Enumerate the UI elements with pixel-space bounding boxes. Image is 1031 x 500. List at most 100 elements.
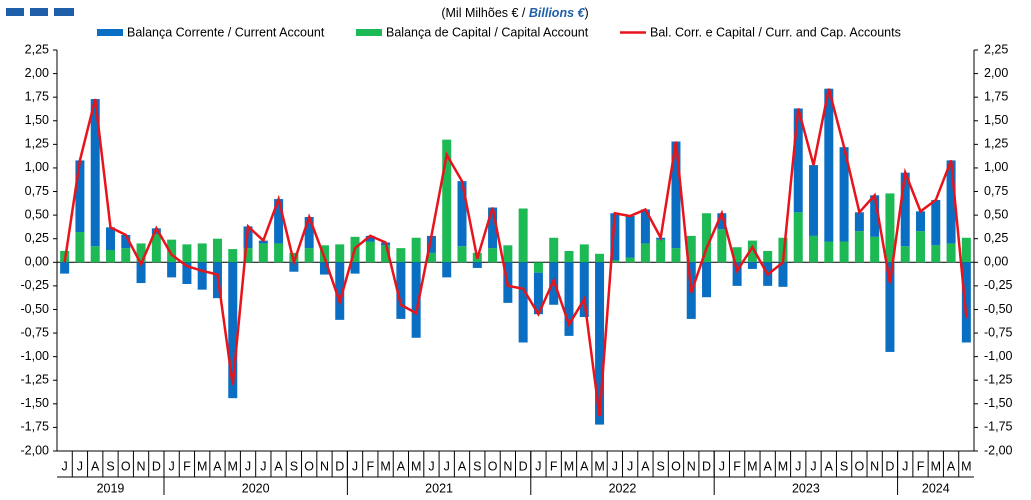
x-tick-label: D (885, 459, 894, 473)
x-tick-label: J (62, 459, 68, 473)
x-tick-label: M (228, 459, 238, 473)
x-tick-label: M (564, 459, 574, 473)
x-tick-label: A (825, 459, 834, 473)
x-tick-label: J (795, 459, 801, 473)
legend-swatch (356, 29, 382, 36)
x-tick-label: A (947, 459, 956, 473)
bar (472, 262, 482, 268)
y-tick-label: -1,50 (21, 396, 50, 410)
x-tick-label: J (535, 459, 541, 473)
bar (75, 160, 85, 233)
x-tick-label: F (366, 459, 374, 473)
x-tick-label: M (961, 459, 971, 473)
x-tick-label: A (213, 459, 222, 473)
y2-tick-label: -0,25 (984, 278, 1013, 292)
bar (732, 262, 742, 286)
x-tick-label: J (260, 459, 266, 473)
bar (274, 199, 284, 244)
legend-label: Balança de Capital / Capital Account (386, 25, 589, 39)
bar (503, 245, 513, 263)
year-label: 2023 (792, 481, 820, 495)
y2-tick-label: 1,00 (984, 160, 1008, 174)
year-label: 2024 (922, 481, 950, 495)
x-tick-label: D (519, 459, 528, 473)
y-tick-label: -1,25 (21, 373, 50, 387)
bar (931, 200, 941, 246)
x-tick-label: F (550, 459, 558, 473)
x-tick-label: J (169, 459, 175, 473)
x-tick-label: A (91, 459, 100, 473)
bar (549, 237, 559, 263)
x-tick-label: J (77, 459, 83, 473)
bar (304, 248, 314, 263)
x-tick-label: M (594, 459, 604, 473)
y2-tick-label: 1,50 (984, 113, 1008, 127)
bar (228, 262, 238, 399)
y2-tick-label: 0,50 (984, 207, 1008, 221)
x-tick-label: M (747, 459, 757, 473)
subtitle: (Mil Milhões € / Billions €) (441, 6, 588, 20)
bar (228, 249, 238, 263)
bar (916, 211, 926, 232)
subtitle-part: Billions € (529, 6, 586, 20)
bar (151, 233, 161, 263)
legend-swatch (97, 29, 123, 36)
x-tick-label: A (764, 459, 773, 473)
x-tick-label: A (641, 459, 650, 473)
bar (167, 262, 177, 278)
bar (426, 252, 436, 263)
x-tick-label: S (657, 459, 665, 473)
bar (579, 244, 589, 263)
decoration (6, 8, 24, 16)
bar (885, 262, 895, 352)
bar (900, 172, 910, 247)
bar (900, 246, 910, 263)
decoration (30, 8, 48, 16)
y2-tick-label: -1,75 (984, 420, 1013, 434)
bar (854, 212, 864, 232)
bar (258, 243, 268, 263)
decoration (54, 8, 74, 16)
year-label: 2022 (609, 481, 637, 495)
y-tick-label: 0,25 (25, 231, 49, 245)
x-tick-label: M (197, 459, 207, 473)
x-tick-label: F (733, 459, 741, 473)
y-tick-label: -1,75 (21, 420, 50, 434)
y2-tick-label: 0,75 (984, 184, 1008, 198)
bar (488, 248, 498, 263)
bar (212, 238, 222, 263)
bar (656, 239, 666, 263)
bar (197, 262, 207, 290)
bar (717, 229, 727, 263)
x-tick-label: O (304, 459, 314, 473)
x-tick-label: A (274, 459, 283, 473)
bar (457, 181, 467, 247)
bar (136, 262, 146, 284)
x-tick-label: S (106, 459, 114, 473)
x-tick-label: M (411, 459, 421, 473)
bar (809, 235, 819, 263)
x-tick-label: S (840, 459, 848, 473)
bar (640, 209, 650, 244)
bar (105, 227, 115, 251)
bar (90, 99, 100, 247)
bar (90, 246, 100, 263)
y2-tick-label: 2,00 (984, 66, 1008, 80)
x-tick-label: F (183, 459, 191, 473)
x-tick-label: F (917, 459, 925, 473)
y-tick-label: 1,00 (25, 160, 49, 174)
bar (793, 108, 803, 213)
y2-tick-label: 2,25 (984, 42, 1008, 56)
y-tick-label: -1,00 (21, 349, 50, 363)
bar (518, 208, 528, 263)
bar (243, 248, 253, 263)
bar (809, 165, 819, 236)
bar (442, 262, 452, 278)
x-tick-label: N (320, 459, 329, 473)
y2-tick-label: -1,00 (984, 349, 1013, 363)
x-tick-label: S (473, 459, 481, 473)
bar (885, 193, 895, 263)
y-tick-label: 1,25 (25, 137, 49, 151)
x-tick-label: D (152, 459, 161, 473)
bar (824, 241, 834, 263)
